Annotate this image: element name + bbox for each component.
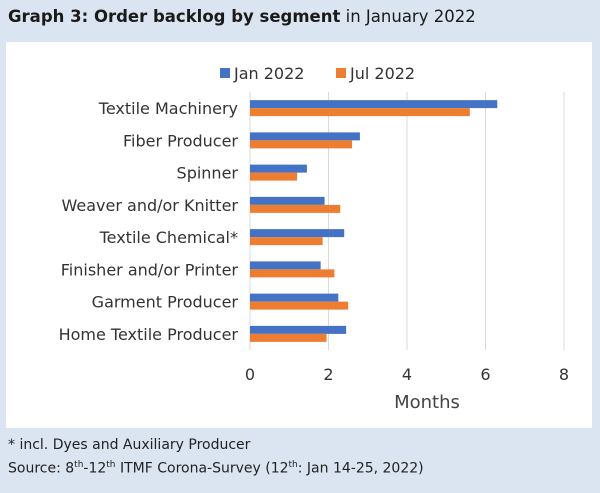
- source-prefix: Source: 8: [8, 460, 75, 477]
- chart-title-rest: in January 2022: [340, 7, 476, 26]
- bar-jan-1: [250, 132, 360, 141]
- footnote: * incl. Dyes and Auxiliary Producer: [8, 437, 251, 453]
- bar-jan-7: [250, 325, 347, 334]
- x-tick-label: 6: [480, 365, 490, 384]
- bar-jul-4: [250, 237, 323, 246]
- bar-jul-6: [250, 301, 349, 310]
- category-label: Textile Chemical*: [99, 228, 238, 247]
- x-tick-label: 2: [323, 365, 333, 384]
- source-sup-3: th: [288, 460, 298, 470]
- chart-panel: Textile Machinery Fiber Producer Spinner We…: [6, 42, 592, 428]
- source-sup-1: th: [74, 460, 84, 470]
- category-label: Textile Machinery: [98, 99, 238, 118]
- category-label: Spinner: [177, 164, 239, 183]
- bar-jan-0: [250, 100, 498, 109]
- legend-label: Jan 2022: [233, 64, 304, 83]
- x-tick-label: 0: [245, 365, 255, 384]
- category-label: Fiber Producer: [123, 131, 238, 150]
- category-label: Home Textile Producer: [59, 325, 239, 344]
- bar-chart: Textile Machinery Fiber Producer Spinner We…: [59, 64, 570, 413]
- x-tick-label: 4: [402, 365, 412, 384]
- source-mid: -12: [83, 460, 107, 477]
- chart-title: Graph 3: Order backlog by segment in Jan…: [8, 7, 476, 26]
- source-end: : Jan 14-25, 2022): [297, 460, 424, 477]
- category-label: Weaver and/or Knitter: [62, 196, 239, 215]
- bar-jul-3: [250, 204, 341, 213]
- bar-jul-7: [250, 333, 327, 342]
- source-mid-2: ITMF Corona-Survey (12: [115, 460, 289, 477]
- legend-swatch-jan: [220, 68, 230, 78]
- bar-jul-2: [250, 172, 298, 181]
- bar-jul-5: [250, 269, 335, 278]
- bar-jul-0: [250, 108, 470, 117]
- bar-jan-3: [250, 196, 325, 205]
- bar-jan-4: [250, 229, 345, 238]
- x-axis-label: Months: [394, 392, 460, 413]
- chart-title-bold: Graph 3: Order backlog by segment: [8, 7, 341, 26]
- bar-jan-6: [250, 293, 339, 302]
- category-label: Finisher and/or Printer: [61, 260, 239, 279]
- legend-swatch-jul: [336, 68, 346, 78]
- category-label: Garment Producer: [92, 293, 239, 312]
- source-sup-2: th: [106, 460, 116, 470]
- bar-jul-1: [250, 140, 353, 149]
- bar-jan-5: [250, 261, 321, 270]
- legend-label: Jul 2022: [349, 64, 415, 83]
- x-tick-label: 8: [559, 365, 569, 384]
- bar-jan-2: [250, 164, 307, 173]
- source-note: Source: 8th-12th ITMF Corona-Survey (12t…: [8, 460, 424, 477]
